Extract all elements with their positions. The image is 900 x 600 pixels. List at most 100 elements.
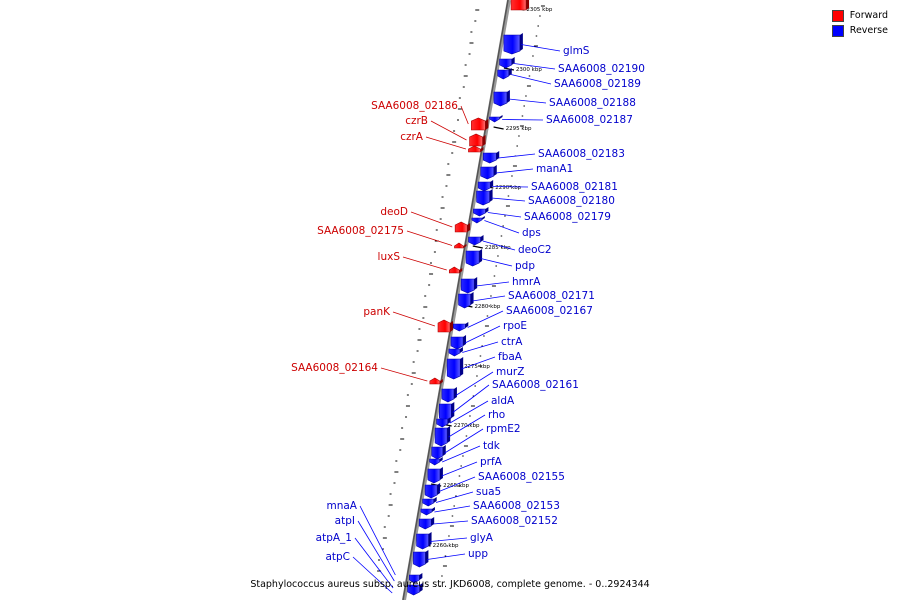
reverse-gene-label[interactable]: fbaA xyxy=(498,351,523,363)
reverse-gene-arrow xyxy=(499,57,515,69)
reverse-gene-label[interactable]: SAA6008_02155 xyxy=(478,471,565,483)
reverse-gene-label[interactable]: SAA6008_02179 xyxy=(524,211,611,223)
reverse-gene-label[interactable]: rpmE2 xyxy=(486,423,521,435)
reverse-gene-label[interactable]: SAA6008_02190 xyxy=(558,63,645,75)
legend-label-forward: Forward xyxy=(849,10,888,21)
forward-gene-label[interactable]: atpA_1 xyxy=(316,532,352,544)
tick-label: 2260 kbp xyxy=(433,543,459,549)
reverse-gene-label[interactable]: hmrA xyxy=(512,276,541,288)
reverse-gene-arrow xyxy=(493,90,510,107)
forward-gene-label[interactable]: panK xyxy=(363,306,391,318)
forward-gene-label[interactable]: czrA xyxy=(400,131,424,143)
label-leader-line xyxy=(410,211,453,228)
reverse-gene-arrow xyxy=(436,417,451,428)
reverse-gene-arrow xyxy=(471,216,485,224)
forward-gene-arrow xyxy=(454,221,471,233)
forward-gene-arrow xyxy=(437,319,453,333)
tick-label: 2280 kbp xyxy=(474,304,500,310)
forward-gene-label[interactable]: SAA6008_02164 xyxy=(291,362,378,374)
reverse-gene-label[interactable]: rho xyxy=(488,409,505,421)
forward-gene-label[interactable]: luxS xyxy=(378,251,401,263)
forward-gene-label[interactable]: SAA6008_02175 xyxy=(317,225,404,237)
reverse-gene-label[interactable]: glyA xyxy=(470,532,494,544)
label-leader-line xyxy=(492,186,529,188)
label-leader-line xyxy=(460,105,469,125)
label-leader-line xyxy=(430,537,468,542)
tick-label: 2295 kbp xyxy=(506,126,532,132)
forward-gene-label[interactable]: mnaA xyxy=(326,500,357,512)
reverse-gene-label[interactable]: sua5 xyxy=(476,486,501,498)
label-leader-line xyxy=(427,553,466,560)
label-leader-line xyxy=(461,356,496,370)
reverse-gene-arrow xyxy=(497,68,512,80)
reverse-gene-label[interactable]: pdp xyxy=(515,260,535,272)
label-leader-line xyxy=(444,428,484,454)
reverse-gene-label[interactable]: SAA6008_02188 xyxy=(549,97,636,109)
reverse-gene-label[interactable]: SAA6008_02153 xyxy=(473,500,560,512)
label-leader-line xyxy=(352,556,393,594)
map-caption: Staphylococcus aureus subsp. aureus str.… xyxy=(250,579,650,590)
label-leader-line xyxy=(484,220,520,234)
reverse-gene-label[interactable]: deoC2 xyxy=(518,244,552,256)
reverse-gene-arrow xyxy=(431,445,446,460)
forward-gene-label[interactable]: SAA6008_02186 xyxy=(371,100,458,112)
tick-label: 2275 kbp xyxy=(464,364,490,370)
label-leader-line xyxy=(487,212,522,218)
forward-gene-label[interactable]: atpI xyxy=(335,515,355,527)
tick-mark xyxy=(493,126,504,130)
reverse-gene-label[interactable]: SAA6008_02167 xyxy=(506,305,593,317)
reverse-gene-label[interactable]: SAA6008_02180 xyxy=(528,195,615,207)
reverse-gene-label[interactable]: tdk xyxy=(483,440,501,452)
label-leader-line xyxy=(354,537,394,589)
reverse-gene-arrow xyxy=(489,115,503,123)
label-leader-line xyxy=(510,74,552,85)
label-leader-line xyxy=(357,520,395,582)
reverse-gene-arrow xyxy=(441,387,457,403)
label-leader-line xyxy=(508,98,547,104)
reverse-gene-label[interactable]: prfA xyxy=(480,456,503,468)
reverse-gene-arrow xyxy=(422,497,437,507)
reverse-gene-label[interactable]: manA1 xyxy=(536,163,573,175)
reverse-gene-label[interactable]: aldA xyxy=(491,395,515,407)
label-leader-line xyxy=(475,281,510,287)
reverse-gene-label[interactable]: glmS xyxy=(563,45,590,57)
forward-gene-arrow xyxy=(468,145,484,153)
reverse-gene-arrow xyxy=(482,151,500,164)
label-leader-line xyxy=(513,63,556,70)
label-leader-line xyxy=(406,230,453,246)
legend-item-reverse: Reverse xyxy=(831,23,888,38)
reverse-gene-label[interactable]: SAA6008_02161 xyxy=(492,379,579,391)
forward-gene-label[interactable]: atpC xyxy=(325,551,350,563)
reverse-gene-label[interactable]: SAA6008_02189 xyxy=(554,78,641,90)
label-leader-line xyxy=(435,491,474,503)
label-leader-line xyxy=(455,371,494,396)
reverse-gene-label[interactable]: SAA6008_02183 xyxy=(538,148,625,160)
reverse-gene-arrow xyxy=(409,573,423,584)
reverse-gene-arrow xyxy=(446,357,464,380)
reverse-gene-label[interactable]: dps xyxy=(522,227,541,239)
reverse-gene-label[interactable]: SAA6008_02181 xyxy=(531,181,618,193)
reverse-gene-arrow xyxy=(438,402,455,422)
label-leader-line xyxy=(472,295,506,302)
reverse-gene-arrow xyxy=(434,426,451,447)
forward-gene-label[interactable]: czrB xyxy=(405,115,428,127)
label-leader-line xyxy=(402,256,447,271)
reverse-gene-label[interactable]: SAA6008_02152 xyxy=(471,515,558,527)
reverse-gene-arrow xyxy=(450,335,467,350)
forward-gene-label[interactable]: deoD xyxy=(380,206,408,218)
reverse-gene-label[interactable]: ctrA xyxy=(501,336,523,348)
reverse-gene-arrow xyxy=(448,347,463,357)
label-leader-line xyxy=(462,341,499,353)
label-leader-line xyxy=(433,520,469,525)
reverse-gene-arrow xyxy=(503,33,523,55)
reverse-gene-label[interactable]: SAA6008_02171 xyxy=(508,290,595,302)
reverse-gene-arrow xyxy=(413,550,429,568)
forward-gene-arrow xyxy=(471,117,489,131)
reverse-gene-label[interactable]: murZ xyxy=(496,366,524,378)
label-leader-line xyxy=(452,384,490,413)
legend-label-reverse: Reverse xyxy=(849,25,888,36)
reverse-gene-label[interactable]: upp xyxy=(468,548,488,560)
reverse-gene-label[interactable]: SAA6008_02187 xyxy=(546,114,633,126)
reverse-gene-arrow xyxy=(460,277,478,294)
reverse-gene-label[interactable]: rpoE xyxy=(503,320,527,332)
